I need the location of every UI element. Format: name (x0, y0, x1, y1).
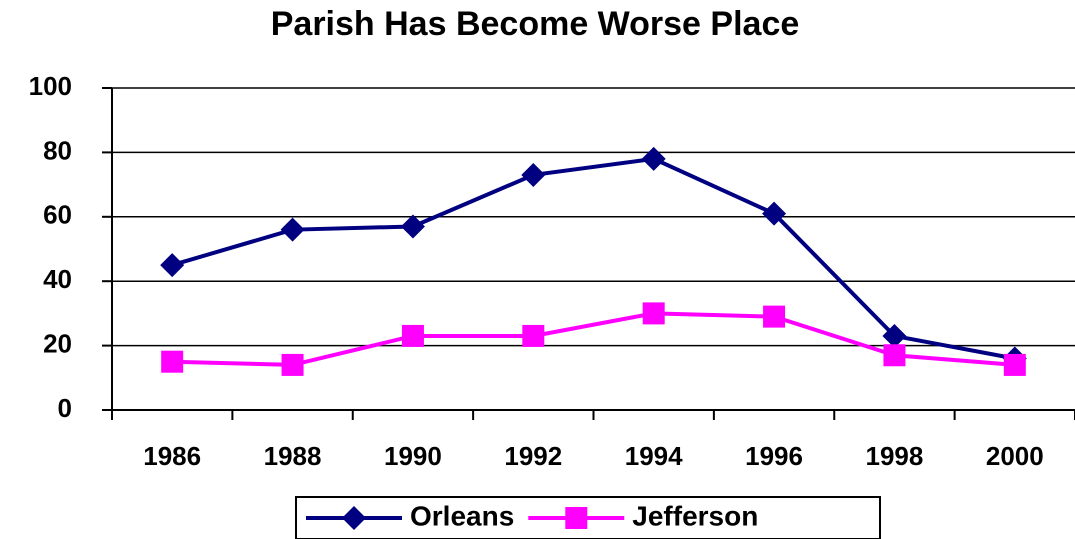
series-line (172, 311, 1015, 367)
y-tick-label: 20 (43, 328, 72, 358)
x-tick-label: 1986 (143, 441, 201, 471)
data-point (1003, 353, 1026, 376)
y-tick-label: 80 (43, 135, 72, 165)
y-tick-label: 0 (58, 393, 72, 423)
x-tick-label: 1992 (504, 441, 562, 471)
x-tick-label: 1994 (625, 441, 683, 471)
data-point (521, 162, 546, 187)
x-tick-label: 2000 (986, 441, 1044, 471)
y-tick-label: 40 (43, 264, 72, 294)
legend-label: Jefferson (632, 500, 758, 531)
data-point (762, 201, 787, 226)
chart-title: Parish Has Become Worse Place (271, 5, 800, 43)
x-tick-label: 1996 (745, 441, 803, 471)
data-point (401, 324, 424, 347)
legend: Orleans Jefferson (295, 496, 881, 539)
data-point (522, 324, 545, 347)
data-point (160, 253, 185, 278)
x-tick-label: 1988 (264, 441, 322, 471)
data-point (161, 350, 184, 373)
x-tick-label: 1990 (384, 441, 442, 471)
y-tick-label: 60 (43, 200, 72, 230)
series-line (171, 156, 1016, 361)
data-point (763, 305, 786, 328)
data-point (883, 344, 906, 367)
legend-marker (342, 506, 366, 530)
legend-label: Orleans (410, 500, 514, 531)
data-point (280, 217, 305, 242)
data-point (641, 146, 666, 171)
data-point (882, 323, 907, 348)
data-point (281, 353, 304, 376)
y-tick-label: 100 (29, 71, 72, 101)
legend-marker (565, 507, 588, 529)
data-point (642, 302, 665, 325)
x-tick-label: 1998 (866, 441, 924, 471)
data-point (400, 214, 425, 239)
